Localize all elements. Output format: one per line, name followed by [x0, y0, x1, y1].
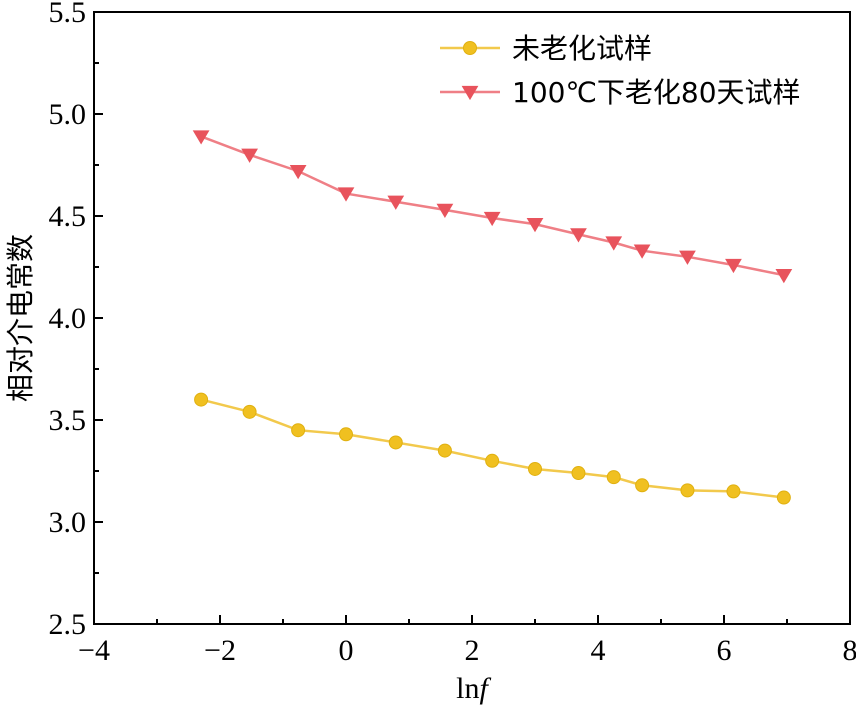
data-point: [776, 490, 791, 505]
x-axis: −4 −2 0 2 4 6 8: [78, 615, 856, 667]
x-tick-label: 6: [717, 634, 732, 667]
y-tick-label: 3.5: [49, 404, 87, 437]
data-point: [571, 466, 586, 481]
data-point: [528, 461, 542, 476]
data-point: [339, 427, 353, 442]
x-tick-label: 2: [465, 634, 480, 667]
legend-label: 未老化试样: [512, 32, 652, 65]
data-point: [483, 211, 501, 227]
x-axis-title: lnf: [456, 672, 491, 705]
data-point: [461, 85, 479, 101]
data-point: [192, 130, 210, 145]
data-point: [526, 218, 544, 233]
legend-item: 未老化试样: [440, 32, 652, 65]
y-tick-label: 2.5: [49, 608, 87, 641]
x-tick-label: −2: [204, 634, 236, 667]
data-point: [680, 483, 695, 498]
series-layer: [192, 130, 793, 505]
x-tick-label: 4: [591, 634, 606, 667]
y-axis: 2.5 3.0 3.5 4.0 4.5 5.0 5.5: [49, 0, 103, 641]
series-line: [200, 398, 785, 499]
y-tick-label: 3.0: [49, 506, 87, 539]
y-tick-label: 5.5: [49, 0, 87, 29]
data-point: [194, 392, 209, 407]
data-point: [605, 236, 623, 251]
data-point: [387, 195, 405, 210]
legend-label: 100℃下老化80天试样: [512, 76, 801, 109]
x-axis-title-ln: ln: [456, 672, 479, 705]
data-point: [775, 269, 793, 284]
series-line: [200, 135, 785, 277]
x-tick-label: 8: [843, 634, 856, 667]
x-axis-title-f: f: [480, 672, 492, 705]
legend-item: 100℃下老化80天试样: [440, 76, 801, 109]
x-tick-label: −4: [78, 634, 110, 667]
data-point: [388, 435, 403, 450]
data-point: [337, 187, 355, 202]
data-point: [679, 250, 696, 265]
series-2: [192, 130, 793, 284]
data-point: [437, 443, 452, 458]
legend: 未老化试样 100℃下老化80天试样: [440, 32, 801, 109]
data-point: [726, 484, 741, 499]
data-point: [289, 164, 307, 180]
data-point: [635, 478, 650, 493]
data-point: [241, 148, 258, 163]
data-point: [633, 244, 651, 259]
data-point: [463, 41, 477, 55]
data-point: [242, 404, 257, 419]
data-point: [436, 203, 454, 218]
y-axis-title: 相对介电常数: [4, 234, 37, 402]
series-1: [194, 392, 791, 505]
data-point: [606, 470, 621, 485]
y-tick-label: 4.5: [49, 200, 87, 233]
data-point: [485, 453, 500, 468]
data-point: [570, 228, 587, 243]
data-point: [725, 258, 742, 274]
data-point: [291, 423, 306, 438]
x-tick-label: 0: [339, 634, 354, 667]
y-tick-label: 5.0: [49, 98, 87, 131]
y-tick-label: 4.0: [49, 302, 87, 335]
